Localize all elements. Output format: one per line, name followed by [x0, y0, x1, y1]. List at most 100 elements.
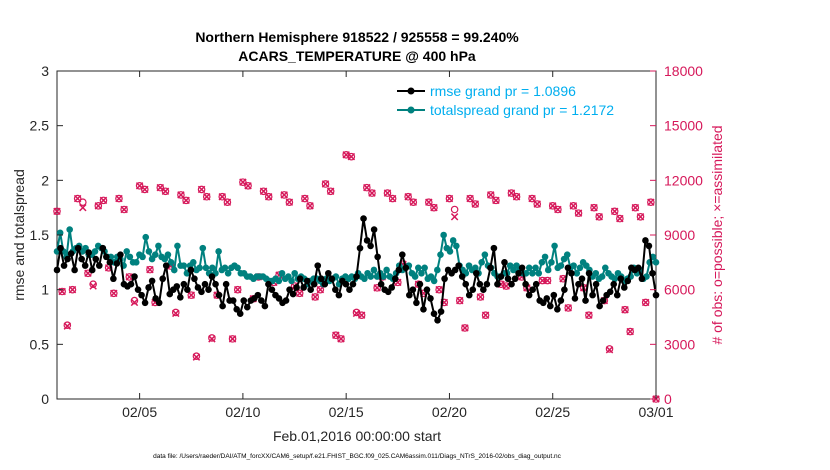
obs-possible-point [476, 293, 485, 301]
rmse-point [645, 242, 653, 250]
obs-assimilated-point [53, 207, 61, 216]
spread-point [196, 264, 203, 272]
obs-assimilated-stroke [326, 187, 335, 195]
obs-assimilated-point [641, 298, 650, 307]
rmse-point [265, 280, 272, 288]
obs-assimilated-stroke [110, 289, 118, 298]
obs-assimilated-point [197, 185, 206, 194]
obs-assimilated-stroke [647, 198, 655, 206]
spread-point [202, 264, 210, 272]
rmse-point [589, 291, 596, 299]
rmse-point [349, 280, 357, 288]
obs-assimilated-point [342, 151, 350, 159]
rmse-point [480, 286, 487, 293]
obs-possible-point [140, 185, 149, 194]
spread-point [453, 242, 460, 250]
obs-assimilated-point [332, 331, 340, 339]
obs-assimilated-point [543, 276, 552, 285]
obs-assimilated-point [445, 194, 454, 203]
rmse-point [141, 299, 149, 307]
obs-assimilated-stroke [445, 194, 454, 203]
obs-possible-point [244, 182, 252, 190]
rmse-point [592, 280, 600, 288]
rmse-point [483, 280, 491, 288]
rmse-point [564, 264, 572, 272]
obs-possible-point [84, 269, 92, 278]
obs-assimilated-point [569, 202, 578, 210]
rmse-point [293, 284, 300, 291]
rmse-point [388, 284, 396, 291]
obs-assimilated-point [610, 207, 619, 216]
obs-assimilated-stroke [192, 353, 201, 361]
obs-possible-point [481, 311, 490, 319]
rmse-point [81, 262, 89, 269]
obs-assimilated-stroke [507, 189, 516, 197]
obs-possible-point [621, 305, 629, 314]
spread-point [544, 266, 552, 274]
obs-assimilated-stroke [125, 273, 134, 281]
plot-area [56, 70, 657, 400]
obs-assimilated-stroke [332, 331, 340, 339]
y-left-tick-label: 1.5 [30, 227, 50, 243]
obs-assimilated-stroke [156, 183, 165, 192]
spread-point [570, 262, 577, 269]
spread-point [418, 269, 425, 277]
spread-point [288, 277, 295, 285]
obs-possible-point [430, 203, 438, 212]
rmse-point [95, 262, 103, 269]
obs-assimilated-point [146, 265, 154, 274]
rmse-point [296, 275, 304, 283]
obs-assimilated-point [631, 203, 640, 212]
rmse-point [391, 275, 399, 283]
rmse-point [353, 273, 360, 280]
obs-possible-point [383, 189, 392, 197]
obs-possible-point [192, 352, 201, 360]
x-tick-label: 02/15 [329, 404, 364, 420]
obs-assimilated-stroke [223, 198, 232, 206]
obs-possible-point [409, 198, 418, 207]
obs-assimilated-point [564, 304, 572, 312]
rmse-point [321, 280, 329, 288]
rmse-point [617, 275, 625, 283]
obs-assimilated-point [430, 203, 438, 212]
obs-possible-point [574, 209, 583, 217]
obs-assimilated-point [172, 309, 180, 318]
rmse-point [219, 302, 226, 310]
obs-assimilated-stroke [368, 189, 376, 197]
rmse-point [561, 286, 568, 293]
obs-possible-point [466, 194, 474, 203]
spread-point [437, 251, 444, 258]
spread-point [224, 269, 232, 277]
spread-point [525, 264, 533, 272]
y-left-tick-label: 2.5 [30, 118, 50, 134]
spread-point [170, 266, 178, 274]
rmse-point [451, 266, 459, 274]
rmse-point [402, 264, 410, 272]
spread-point [275, 277, 283, 285]
obs-possible-point [233, 285, 242, 294]
obs-possible-point [301, 194, 309, 203]
obs-possible-point [197, 185, 206, 194]
obs-assimilated-stroke [228, 335, 237, 343]
obs-assimilated-point [481, 311, 490, 319]
obs-assimilated-point [368, 189, 376, 197]
rmse-point [620, 284, 628, 291]
obs-possible-point [435, 285, 443, 294]
obs-assimilated-stroke [130, 298, 139, 307]
obs-assimilated-point [63, 322, 72, 330]
obs-possible-point [445, 194, 454, 203]
rmse-point [236, 310, 244, 318]
obs-possible-point [543, 276, 552, 285]
obs-assimilated-point [79, 203, 87, 212]
obs-assimilated-point [234, 285, 242, 294]
obs-possible-point [120, 205, 128, 214]
obs-assimilated-stroke [63, 322, 72, 330]
obs-assimilated-stroke [79, 203, 87, 212]
rmse-point [60, 262, 68, 269]
legend-spread-marker [407, 106, 415, 114]
obs-assimilated-point [295, 289, 304, 298]
rmse-point [191, 275, 198, 283]
y-axis-right-label: # of obs: o=possible; ×=assimilated [709, 125, 725, 344]
obs-possible-point [647, 198, 655, 207]
obs-assimilated-point [492, 196, 500, 205]
